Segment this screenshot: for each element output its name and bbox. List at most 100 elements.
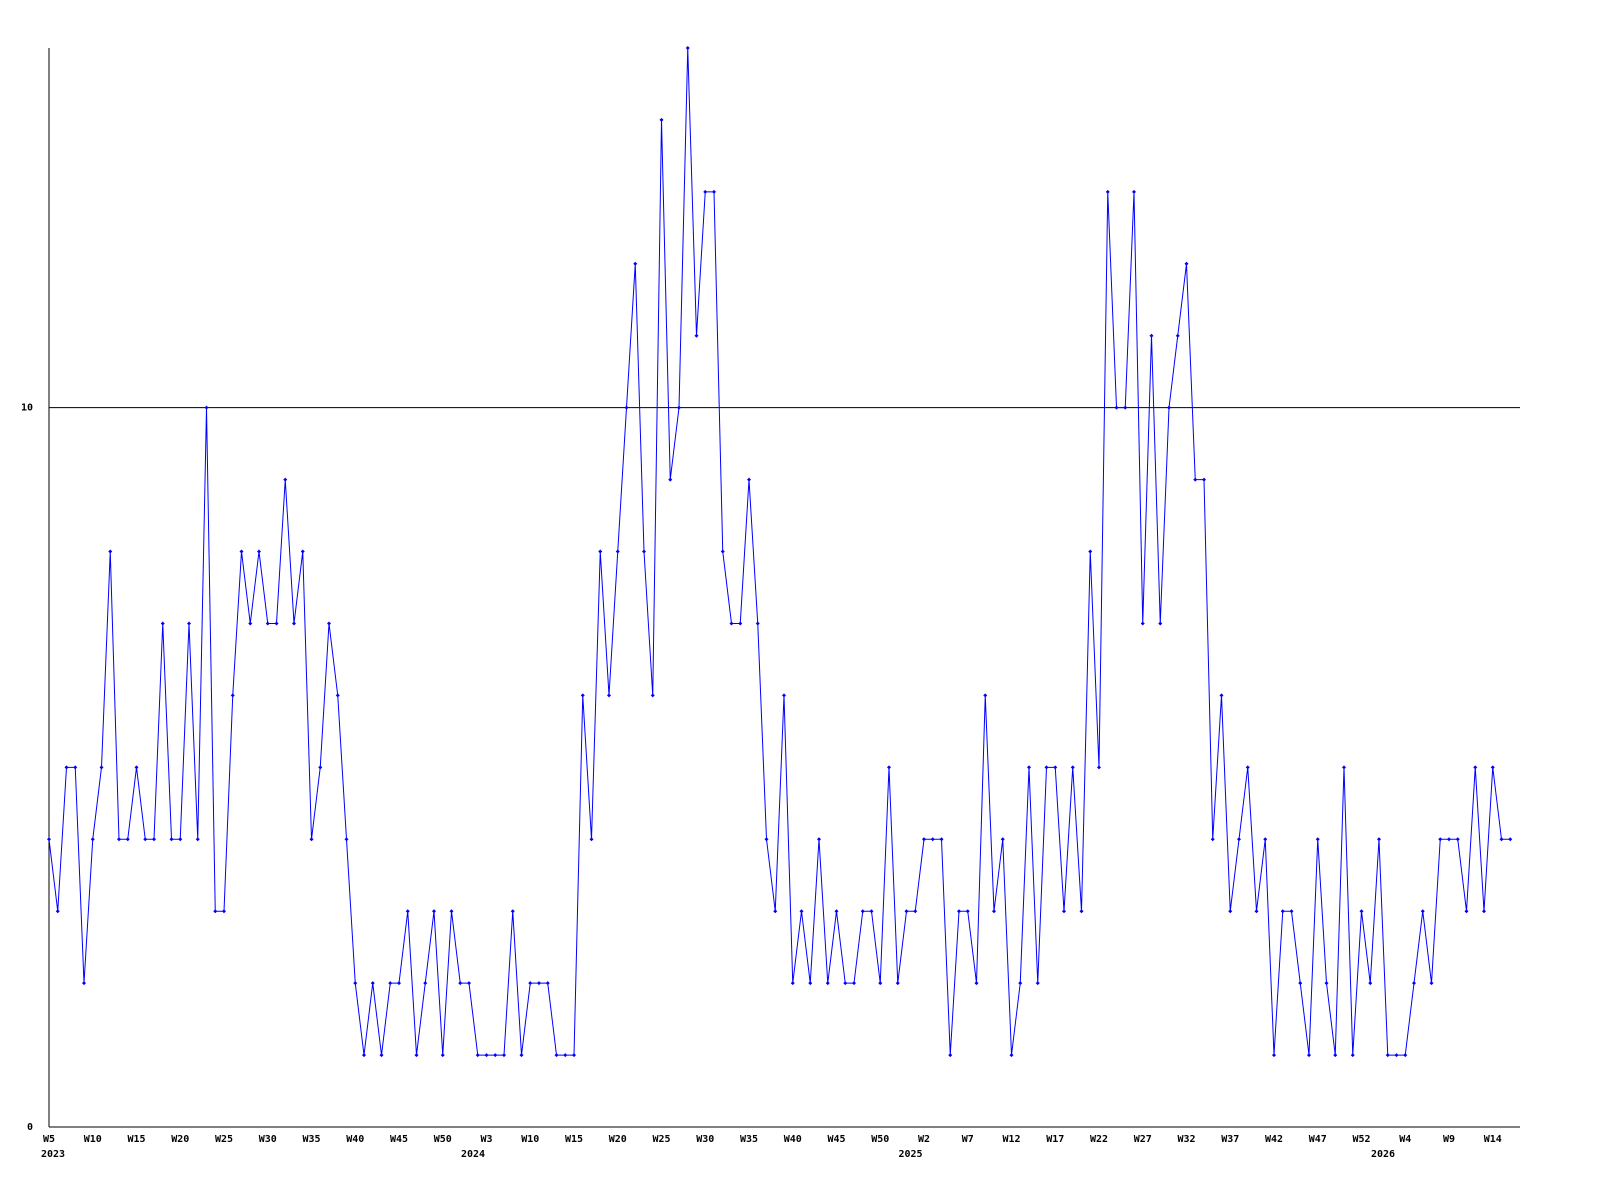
- point: [134, 765, 139, 770]
- x-tick-label: W5: [43, 1134, 55, 1145]
- x-tick-label: W32: [1177, 1134, 1195, 1145]
- point: [239, 549, 244, 554]
- point: [633, 261, 638, 266]
- point: [930, 837, 935, 842]
- point: [484, 1053, 489, 1058]
- point: [677, 405, 681, 410]
- point: [992, 909, 996, 914]
- point: [370, 981, 375, 986]
- x-tick-label: W15: [565, 1134, 583, 1145]
- year-label: 2024: [461, 1149, 485, 1160]
- point: [1009, 1053, 1014, 1058]
- point: [327, 621, 331, 626]
- point: [160, 621, 165, 626]
- point: [1193, 477, 1198, 482]
- point: [1359, 909, 1364, 914]
- point: [598, 549, 603, 554]
- x-tick-label: W15: [127, 1134, 145, 1145]
- point: [47, 837, 51, 842]
- x-tick-label: W50: [434, 1134, 452, 1145]
- point: [510, 909, 515, 914]
- point: [747, 477, 751, 482]
- point: [607, 693, 611, 698]
- point: [257, 549, 261, 554]
- point: [265, 621, 270, 626]
- point: [1175, 333, 1180, 338]
- x-tick-label: W14: [1484, 1134, 1502, 1145]
- x-tick-label: W7: [962, 1134, 974, 1145]
- point: [1202, 477, 1206, 482]
- point: [1280, 909, 1285, 914]
- x-tick-label: W45: [827, 1134, 845, 1145]
- point: [230, 693, 235, 698]
- point: [904, 909, 909, 914]
- point: [440, 1053, 445, 1058]
- point: [1315, 837, 1320, 842]
- x-tick-label: W50: [871, 1134, 889, 1145]
- point: [817, 837, 821, 842]
- point: [1464, 909, 1469, 914]
- x-tick-label: W40: [784, 1134, 802, 1145]
- x-tick-label: W22: [1090, 1134, 1108, 1145]
- point: [178, 837, 183, 842]
- point: [948, 1053, 953, 1058]
- point: [1237, 837, 1241, 842]
- point: [869, 909, 874, 914]
- point: [790, 981, 795, 986]
- x-tick-label: W4: [1399, 1134, 1411, 1145]
- point: [1088, 549, 1093, 554]
- point: [204, 405, 209, 410]
- point: [808, 981, 813, 986]
- y-tick-label: 0: [27, 1122, 33, 1133]
- point: [152, 837, 156, 842]
- point: [1035, 981, 1040, 986]
- point: [1018, 981, 1023, 986]
- point: [1368, 981, 1373, 986]
- point: [379, 1053, 384, 1058]
- x-tick-label: W52: [1352, 1134, 1370, 1145]
- point: [860, 909, 865, 914]
- x-tick-label: W45: [390, 1134, 408, 1145]
- point: [335, 693, 340, 698]
- point: [1447, 837, 1451, 842]
- point: [99, 765, 104, 770]
- point: [764, 837, 769, 842]
- point: [1350, 1053, 1355, 1058]
- point: [1394, 1053, 1399, 1058]
- point: [143, 837, 148, 842]
- point: [668, 477, 673, 482]
- point: [1123, 405, 1128, 410]
- point: [1289, 909, 1294, 914]
- x-tick-label: W9: [1443, 1134, 1455, 1145]
- point: [1044, 765, 1049, 770]
- point: [458, 981, 463, 986]
- point: [1473, 765, 1478, 770]
- point: [1420, 909, 1425, 914]
- point: [694, 333, 699, 338]
- point: [1132, 189, 1136, 194]
- point: [1508, 837, 1513, 842]
- point: [1105, 189, 1110, 194]
- point: [843, 981, 848, 986]
- point: [1114, 405, 1119, 410]
- point: [1245, 765, 1250, 770]
- x-tick-label: W10: [84, 1134, 102, 1145]
- point: [169, 837, 174, 842]
- point: [799, 909, 804, 914]
- point: [537, 981, 541, 986]
- point: [1429, 981, 1434, 986]
- point: [467, 981, 471, 986]
- point: [1219, 693, 1224, 698]
- point: [589, 837, 594, 842]
- point: [572, 1053, 576, 1058]
- point: [213, 909, 218, 914]
- point: [1490, 765, 1495, 770]
- point: [922, 837, 926, 842]
- point: [90, 837, 95, 842]
- x-tick-label: W20: [609, 1134, 627, 1145]
- point: [1079, 909, 1084, 914]
- x-tick-label: W47: [1309, 1134, 1327, 1145]
- point: [1000, 837, 1005, 842]
- point: [738, 621, 743, 626]
